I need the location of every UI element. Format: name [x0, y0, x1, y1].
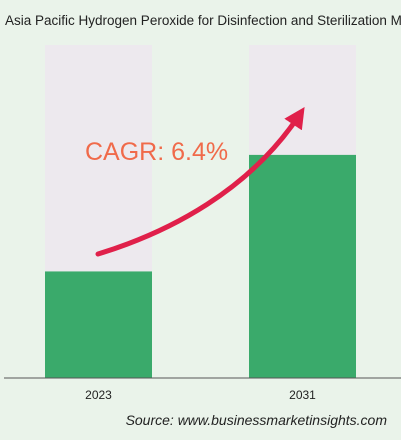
bar-2023	[45, 271, 152, 378]
chart-title: Asia Pacific Hydrogen Peroxide for Disin…	[5, 13, 401, 28]
source-caption: Source: www.businessmarketinsights.com	[125, 412, 387, 428]
cagr-annotation: CAGR: 6.4%	[85, 138, 228, 166]
cagr-arrow-icon	[95, 106, 305, 257]
x-tick-label-2023: 2023	[85, 388, 112, 402]
x-tick-label-2031: 2031	[289, 388, 316, 402]
bar-2031	[249, 154, 356, 378]
